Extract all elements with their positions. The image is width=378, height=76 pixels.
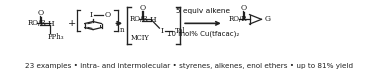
Text: RO/R: RO/R (229, 15, 248, 23)
Text: PPh₃: PPh₃ (47, 33, 64, 41)
Text: H: H (149, 16, 156, 24)
Text: MCIY: MCIY (130, 34, 149, 42)
Text: +: + (68, 19, 76, 28)
Text: H: H (48, 20, 54, 28)
Text: 5 equiv alkene: 5 equiv alkene (176, 8, 230, 14)
Text: Tol: Tol (175, 27, 185, 35)
Text: O: O (105, 11, 111, 19)
Text: RO/R: RO/R (130, 15, 149, 23)
Text: n: n (120, 26, 124, 34)
Text: O: O (139, 4, 146, 12)
Text: O: O (38, 9, 44, 17)
Text: 23 examples • intra- and intermolecular • styrenes, alkenes, enol ethers • up to: 23 examples • intra- and intermolecular … (25, 63, 353, 69)
Text: 10 mol% Cu(tfacac)₂: 10 mol% Cu(tfacac)₂ (167, 31, 239, 37)
Text: I: I (90, 11, 93, 19)
Text: G: G (265, 15, 271, 23)
Text: I: I (160, 27, 163, 35)
Text: RO/R: RO/R (28, 19, 46, 27)
Text: O: O (241, 4, 247, 12)
